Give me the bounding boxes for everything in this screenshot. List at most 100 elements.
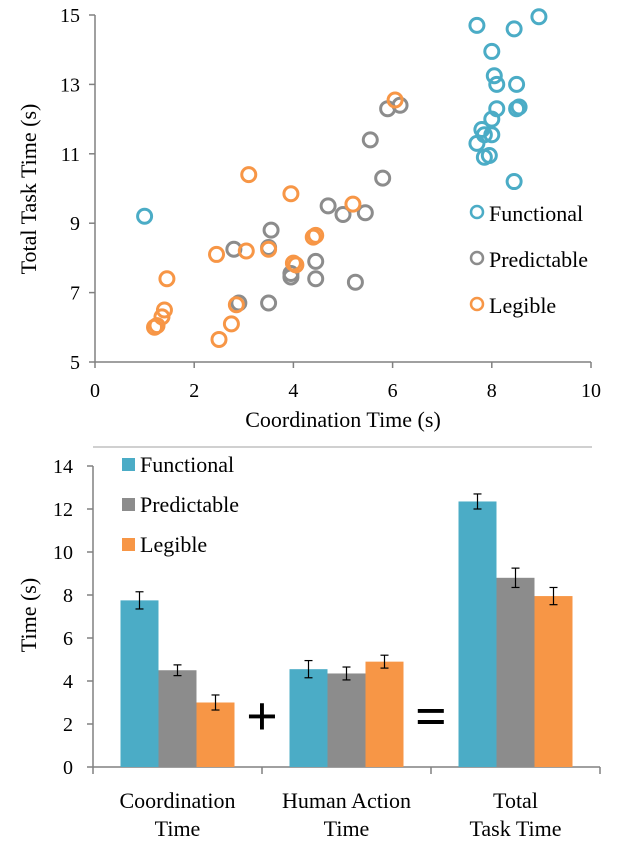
scatter-point-legible [386,91,404,109]
bar-predictable [496,577,535,767]
bar-legible [365,661,404,767]
bar-legible [196,702,235,767]
scatter-point-functional [505,20,523,38]
scatter-x-tick-label: 8 [487,380,497,402]
scatter-point-predictable [361,131,379,149]
scatter-chart: 5 7 9 11 13 15 0 2 4 6 8 10 Functional Predictable Le… [16,5,601,432]
bar-y-tick-label: 14 [53,456,73,478]
scatter-y-tick-label: 5 [70,352,80,374]
scatter-point-functional [485,67,503,85]
bar-category-label: Task Time [470,816,562,841]
scatter-point-predictable [262,221,280,239]
bar-legend-swatch-predictable [122,498,135,511]
scatter-point-legible [227,296,245,314]
scatter-y-tick-label: 11 [61,144,80,166]
bar-y-tick-label: 12 [53,499,73,521]
scatter-y-axis-title: Total Task Time (s) [16,104,41,275]
bar-y-tick-label: 6 [63,628,73,650]
bar-y-tick-label: 8 [63,585,73,607]
bar-functional [289,669,328,767]
scatter-y-tick-label: 9 [70,213,80,235]
bar-category-label: Human Action [282,788,411,813]
scatter-legend-label-functional: Functional [489,201,583,226]
scatter-point-functional [468,16,486,34]
bar-chart: 0 2 4 6 8 10 12 14 Functional Predictable Legible… [16,446,601,841]
scatter-legend-marker-predictable [469,250,485,266]
scatter-point-legible [155,301,173,319]
scatter-point-functional [483,126,501,144]
scatter-point-legible [210,330,228,348]
scatter-point-legible [344,195,362,213]
scatter-point-legible [240,166,258,184]
scatter-legend-label-legible: Legible [489,293,556,318]
scatter-x-tick-label: 10 [581,380,601,402]
bar-axes: 0 2 4 6 8 10 12 14 [53,446,601,779]
bar-functional [458,501,497,767]
bar-functional [120,600,159,767]
scatter-point-legible [237,242,255,260]
scatter-point-legible [260,240,278,258]
scatter-y-tick-label: 7 [70,283,80,305]
scatter-point-predictable [260,294,278,312]
bar-y-tick-label: 0 [63,757,73,779]
scatter-point-legible [282,185,300,203]
scatter-point-predictable [356,204,374,222]
scatter-point-functional [508,75,526,93]
scatter-point-predictable [307,270,325,288]
bar-category-label: Time [324,816,370,841]
scatter-point-functional [480,147,498,165]
bar-bars [120,493,573,767]
bar-category-label: Time [155,816,201,841]
scatter-point-predictable [374,169,392,187]
scatter-points [136,8,548,348]
scatter-point-predictable [346,273,364,291]
bar-predictable [327,673,366,767]
scatter-point-legible [222,315,240,333]
bar-predictable [158,670,197,767]
bar-operator: + [246,686,278,748]
scatter-point-legible [148,317,166,335]
bar-legend-label-predictable: Predictable [140,492,239,517]
scatter-x-tick-label: 4 [288,380,298,402]
scatter-point-functional [505,173,523,191]
scatter-point-legible [307,226,325,244]
scatter-point-functional [468,134,486,152]
bar-legend-label-functional: Functional [140,452,234,477]
bar-y-tick-label: 2 [63,714,73,736]
scatter-point-functional [488,75,506,93]
scatter-legend-label-predictable: Predictable [489,247,588,272]
scatter-point-functional [483,42,501,60]
bar-legible [534,596,573,767]
bar-y-tick-label: 10 [53,542,73,564]
scatter-axes: 5 7 9 11 13 15 0 2 4 6 8 10 [60,5,601,402]
scatter-point-functional [483,110,501,128]
scatter-point-functional [508,100,526,118]
bar-category-labels: Coordination Time Human Action Time Total Tas… [119,788,561,841]
scatter-x-axis-title: Coordination Time (s) [245,407,441,432]
bar-legend: Functional Predictable Legible [122,452,239,557]
scatter-legend: Functional Predictable Legible [469,201,588,318]
bar-category-label: Total [493,788,538,813]
scatter-x-tick-label: 6 [388,380,398,402]
scatter-x-tick-label: 0 [90,380,100,402]
scatter-point-functional [530,8,548,26]
bar-y-tick-label: 4 [63,671,73,693]
scatter-point-predictable [307,252,325,270]
scatter-point-legible [208,245,226,263]
bar-category-label: Coordination [119,788,235,813]
scatter-point-legible [287,256,305,274]
scatter-y-tick-label: 13 [60,74,80,96]
bar-operators: + = [246,686,447,748]
bar-legend-swatch-legible [122,538,135,551]
bar-legend-label-legible: Legible [140,532,207,557]
scatter-y-tick-label: 15 [60,5,80,27]
scatter-point-predictable [334,206,352,224]
bar-operator: = [415,686,447,748]
scatter-legend-marker-legible [469,296,485,312]
bar-legend-swatch-functional [122,458,135,471]
bar-y-axis-title: Time (s) [16,578,41,652]
scatter-legend-marker-functional [469,204,485,220]
scatter-point-functional [136,207,154,225]
scatter-point-legible [158,270,176,288]
